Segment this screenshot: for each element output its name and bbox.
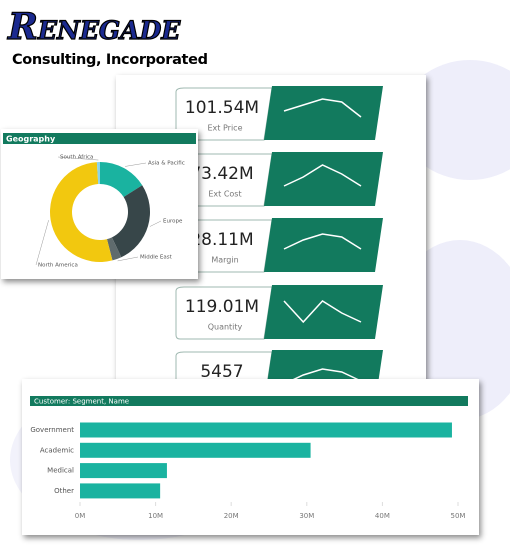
leader-line: [149, 220, 162, 227]
donut-slice: [50, 162, 113, 262]
kpi-value: 28.11M: [190, 230, 253, 250]
sparkline: [283, 233, 362, 250]
sparkline-bg: [264, 285, 383, 339]
slice-label: Asia & Pacific: [148, 161, 185, 167]
kpi-value: 119.01M: [185, 297, 259, 317]
kpi-label: Margin: [211, 256, 238, 265]
x-tick-label: 40M: [375, 512, 390, 520]
bar: [80, 483, 161, 499]
x-tick-label: 10M: [148, 512, 163, 520]
slice-label: Middle East: [140, 255, 173, 261]
kpi-card: 119.01M Quantity: [175, 285, 383, 340]
sparkline: [283, 300, 362, 324]
kpi-card: 28.11M Margin: [175, 218, 383, 273]
sparkline: [283, 98, 362, 118]
slice-label: North America: [38, 263, 78, 269]
leader-line: [35, 220, 49, 266]
sparkline-bg: [264, 218, 383, 272]
card-outline: [175, 286, 273, 340]
y-tick-label: Medical: [47, 467, 74, 475]
kpi-value: 5457: [200, 362, 243, 382]
kpi-value: 73.42M: [190, 164, 253, 184]
leader-line: [117, 256, 139, 262]
panel-header: [30, 396, 468, 406]
leader-line: [57, 156, 99, 161]
logo-tagline: Consulting, Incorporated: [12, 52, 208, 68]
bar: [80, 422, 452, 438]
donut-slice: [111, 185, 151, 258]
logo-name: Renegade: [7, 6, 181, 48]
y-tick-label: Academic: [40, 446, 74, 454]
slice-label: South Africa: [60, 155, 93, 161]
donut-slice: [100, 161, 143, 197]
leader-line: [125, 162, 147, 167]
y-tick-label: Other: [54, 487, 74, 495]
geography-panel: Geography Asia & Pacific Europe Middle Eas…: [1, 129, 198, 279]
x-tick-label: 20M: [224, 512, 239, 520]
donut-slice: [96, 162, 100, 185]
logo: Renegade Consulting, Incorporated: [6, 5, 208, 68]
kpi-card: 73.42M Ext Cost: [175, 152, 383, 207]
kpi-label: Quantity: [208, 323, 243, 332]
kpi-value: 101.54M: [185, 98, 259, 118]
donut-slice: [106, 237, 122, 261]
sparkline-bg: [264, 152, 383, 206]
sparkline: [283, 164, 362, 187]
panel-header: [3, 133, 196, 144]
x-tick-label: 50M: [451, 512, 466, 520]
kpi-card: 101.54M Ext Price: [175, 86, 383, 141]
x-tick-label: 0M: [75, 512, 86, 520]
bar: [80, 442, 311, 458]
sparkline-bg: [264, 86, 383, 140]
bar-panel: Customer: Segment, Name 0M 10M 20M 30M 40M 50…: [22, 379, 479, 535]
y-tick-label: Government: [30, 426, 74, 434]
sparkline: [283, 368, 362, 385]
x-tick-label: 30M: [299, 512, 314, 520]
kpi-label: Ext Price: [208, 124, 243, 133]
bar: [80, 463, 167, 479]
chart-title: Geography: [6, 135, 56, 144]
kpi-label: Ext Cost: [208, 190, 241, 199]
chart-title: Customer: Segment, Name: [34, 398, 129, 406]
kpi-cards: 101.54M Ext Price 73.42M Ext Cost 28.11M Marg…: [175, 86, 383, 405]
slice-label: Europe: [163, 219, 183, 225]
